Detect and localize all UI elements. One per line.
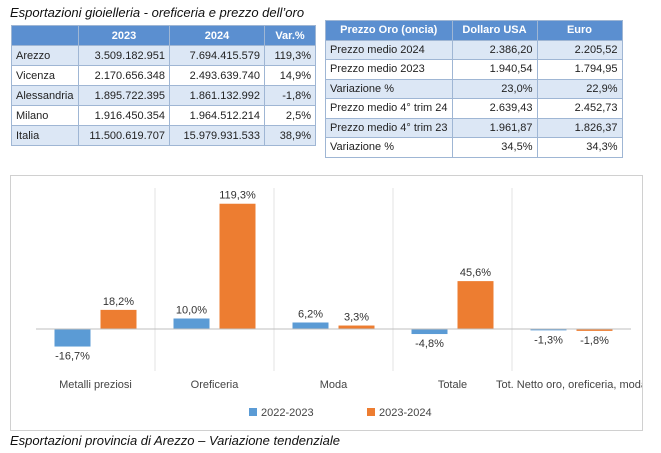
- exports-table-cell: 1.916.450.354: [78, 105, 170, 126]
- bar-2022-2023: [173, 318, 210, 329]
- gold-price-table-cell: 1.794,95: [536, 59, 623, 80]
- gold-price-table-cell: 34,5%: [451, 137, 538, 158]
- exports-table-cell: 7.694.415.579: [169, 45, 265, 66]
- chart-area: -16,7% 18,2% Metalli preziosi 10,0% 119,3% Or…: [10, 175, 643, 431]
- exports-table-cell: 119,3%: [264, 45, 316, 66]
- exports-table-header-cell: 2024: [169, 25, 265, 46]
- exports-table-cell: 11.500.619.707: [78, 125, 170, 146]
- gold-price-table-cell: Prezzo medio 4° trim 24: [325, 98, 453, 119]
- bar-2022-2023: [54, 329, 91, 347]
- exports-table-cell: Italia: [11, 125, 79, 146]
- gold-price-table-cell: Variazione %: [325, 78, 453, 99]
- bar-2023-2024: [457, 281, 494, 329]
- data-label: 119,3%: [219, 190, 256, 202]
- exports-table-cell: 2.170.656.348: [78, 65, 170, 86]
- data-label: 3,3%: [344, 312, 369, 324]
- chart-caption: Esportazioni provincia di Arezzo – Varia…: [10, 433, 341, 448]
- legend-swatch: [367, 408, 375, 416]
- bar-2022-2023: [411, 329, 448, 335]
- gold-price-table-row: Prezzo medio 4° trim 24 2.639,43 2.452,73: [325, 98, 623, 119]
- gold-price-table-cell: 34,3%: [536, 137, 623, 158]
- gold-price-table-cell: 1.940,54: [451, 59, 538, 80]
- gold-price-table-header-cell: Prezzo Oro (oncia): [325, 20, 453, 41]
- exports-table-header-cell: [11, 25, 79, 46]
- exports-table-cell: 1.861.132.992: [169, 85, 265, 106]
- category-label: Metalli preziosi: [59, 379, 132, 391]
- gold-price-table-cell: 1.961,87: [451, 117, 538, 138]
- exports-table-cell: 14,9%: [264, 65, 316, 86]
- bar-2023-2024: [576, 329, 613, 331]
- data-label: 18,2%: [103, 296, 134, 308]
- bar-2023-2024: [100, 309, 137, 329]
- category-label: Oreficeria: [191, 379, 240, 391]
- gold-price-table-header-cell: Dollaro USA: [451, 20, 538, 41]
- exports-table-cell: 2,5%: [264, 105, 316, 126]
- data-label: -1,3%: [534, 334, 563, 346]
- category-label: Moda: [320, 379, 348, 391]
- data-label: -16,7%: [55, 351, 90, 363]
- bar-2022-2023: [530, 329, 567, 331]
- exports-table-row: Arezzo 3.509.182.951 7.694.415.579 119,3%: [11, 45, 316, 66]
- gold-price-table-row: Prezzo medio 4° trim 23 1.961,87 1.826,37: [325, 117, 623, 138]
- exports-table-cell: 38,9%: [264, 125, 316, 146]
- exports-table-cell: 15.979.931.533: [169, 125, 265, 146]
- category-label: Totale: [438, 379, 467, 391]
- page-title: Esportazioni gioielleria - oreficeria e …: [10, 5, 305, 20]
- gold-price-table-cell: Prezzo medio 4° trim 23: [325, 117, 453, 138]
- exports-table-cell: 1.964.512.214: [169, 105, 265, 126]
- legend-label: 2023-2024: [379, 407, 432, 419]
- gold-price-table: Prezzo Oro (oncia) Dollaro USA Euro Prezzo…: [325, 20, 623, 158]
- exports-table-header-cell: Var.%: [264, 25, 316, 46]
- bar-2022-2023: [292, 322, 329, 329]
- gold-price-table-cell: 1.826,37: [536, 117, 623, 138]
- gold-price-table-cell: 23,0%: [451, 78, 538, 99]
- gold-price-table-row: Prezzo medio 2023 1.940,54 1.794,95: [325, 59, 623, 80]
- bar-2023-2024: [338, 325, 375, 329]
- gold-price-table-header: Prezzo Oro (oncia) Dollaro USA Euro: [325, 20, 623, 41]
- exports-table-row: Alessandria 1.895.722.395 1.861.132.992 -1,…: [11, 85, 316, 106]
- gold-price-table-cell: Prezzo medio 2024: [325, 39, 453, 60]
- bar-chart: -16,7% 18,2% Metalli preziosi 10,0% 119,3% Or…: [36, 188, 642, 419]
- exports-table-cell: -1,8%: [264, 85, 316, 106]
- data-label: 45,6%: [460, 267, 491, 279]
- exports-table-cell: Alessandria: [11, 85, 79, 106]
- exports-table-cell: 3.509.182.951: [78, 45, 170, 66]
- gold-price-table-cell: 2.639,43: [451, 98, 538, 119]
- gold-price-table-cell: Prezzo medio 2023: [325, 59, 453, 80]
- exports-table-cell: 2.493.639.740: [169, 65, 265, 86]
- gold-price-table-row: Variazione % 34,5% 34,3%: [325, 137, 623, 158]
- data-label: 6,2%: [298, 308, 323, 320]
- exports-table-cell: Arezzo: [11, 45, 79, 66]
- gold-price-table-cell: 22,9%: [536, 78, 623, 99]
- gold-price-table-cell: 2.386,20: [451, 39, 538, 60]
- exports-table-cell: Milano: [11, 105, 79, 126]
- gold-price-table-row: Prezzo medio 2024 2.386,20 2.205,52: [325, 39, 623, 60]
- exports-table-row: Milano 1.916.450.354 1.964.512.214 2,5%: [11, 105, 316, 126]
- gold-price-table-row: Variazione % 23,0% 22,9%: [325, 78, 623, 99]
- exports-table-header: 2023 2024 Var.%: [11, 25, 316, 46]
- legend-swatch: [249, 408, 257, 416]
- exports-table-cell: 1.895.722.395: [78, 85, 170, 106]
- exports-table-header-cell: 2023: [78, 25, 170, 46]
- exports-table-row: Vicenza 2.170.656.348 2.493.639.740 14,9%: [11, 65, 316, 86]
- gold-price-table-cell: Variazione %: [325, 137, 453, 158]
- exports-table-cell: Vicenza: [11, 65, 79, 86]
- legend-label: 2022-2023: [261, 407, 314, 419]
- data-label: 10,0%: [176, 305, 207, 317]
- data-label: -1,8%: [580, 335, 609, 347]
- category-label: Tot. Netto oro, oreficeria, moda: [496, 379, 642, 391]
- data-label: -4,8%: [415, 338, 444, 350]
- gold-price-table-header-cell: Euro: [536, 20, 623, 41]
- exports-table-row: Italia 11.500.619.707 15.979.931.533 38,9%: [11, 125, 316, 146]
- bar-2023-2024: [219, 203, 256, 329]
- gold-price-table-cell: 2.205,52: [536, 39, 623, 60]
- gold-price-table-cell: 2.452,73: [536, 98, 623, 119]
- exports-table: 2023 2024 Var.% Arezzo 3.509.182.951 7.694.4…: [11, 25, 316, 146]
